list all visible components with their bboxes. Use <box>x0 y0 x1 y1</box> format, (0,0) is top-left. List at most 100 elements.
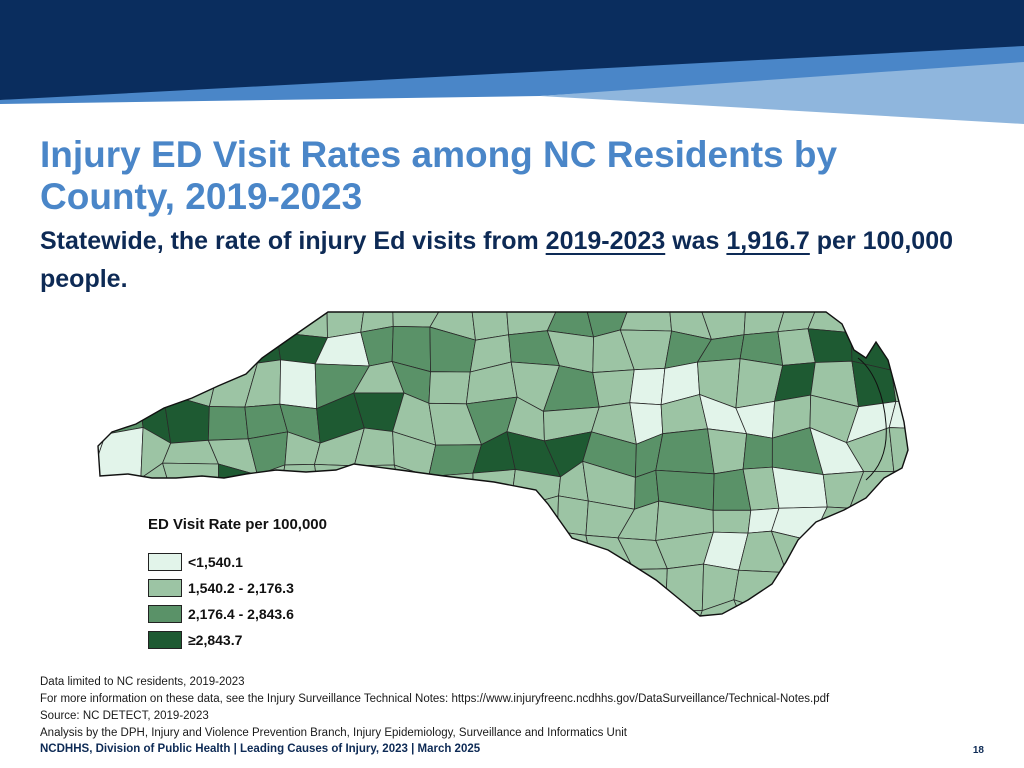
county-shape <box>823 300 857 302</box>
legend-item: ≥2,843.7 <box>148 627 327 653</box>
county-shape <box>592 369 635 408</box>
legend-item: 2,176.4 - 2,843.6 <box>148 601 327 627</box>
county-shape <box>207 406 249 441</box>
county-shape <box>509 495 559 532</box>
county-shape <box>517 528 558 566</box>
county-shape <box>167 312 214 334</box>
legend-label: <1,540.1 <box>188 554 243 570</box>
county-shape <box>888 567 908 607</box>
county-shape <box>356 596 399 616</box>
legend-swatch <box>148 605 182 623</box>
county-shape <box>245 312 280 344</box>
banner-blue-band <box>0 46 1024 104</box>
county-shape <box>471 300 523 302</box>
legend-swatch <box>148 631 182 649</box>
county-shape <box>888 427 908 472</box>
county-shape <box>890 328 908 375</box>
county-shape <box>856 606 895 616</box>
county-shape <box>482 528 523 576</box>
legend-title: ED Visit Rate per 100,000 <box>148 516 327 533</box>
county-shape <box>98 564 105 614</box>
county-shape <box>655 428 715 475</box>
county-shape <box>428 371 471 405</box>
county-shape <box>207 332 259 369</box>
county-shape <box>849 500 903 537</box>
nc-county-map <box>96 300 928 617</box>
note-line: Analysis by the DPH, Injury and Violence… <box>40 727 628 739</box>
legend-label: ≥2,843.7 <box>188 632 243 648</box>
legend-label: 2,176.4 - 2,843.6 <box>188 606 294 622</box>
slide-subtitle: Statewide, the rate of injury Ed visits … <box>40 222 990 298</box>
county-shape <box>547 599 601 616</box>
county-shape <box>512 601 554 616</box>
county-shape <box>777 572 820 615</box>
footer-text: NCDHHS, Division of Public Health | Lead… <box>40 743 481 755</box>
subtitle-prefix: Statewide, the rate of injury Ed visits … <box>40 227 539 255</box>
county-shape <box>162 462 220 510</box>
note-line: Source: NC DETECT, 2019-2023 <box>40 710 209 722</box>
county-shape <box>98 460 99 513</box>
county-shape <box>98 312 138 332</box>
county-shape <box>810 534 863 580</box>
county-shape <box>180 300 213 307</box>
county-shape <box>96 300 144 308</box>
county-shape <box>890 369 908 402</box>
county-shape <box>96 300 101 307</box>
header-banner <box>0 0 1024 124</box>
county-shape <box>850 312 902 334</box>
county-shape <box>893 533 908 576</box>
county-shape <box>556 495 589 536</box>
county-shape <box>629 367 666 406</box>
county-shape <box>470 312 510 341</box>
county-shape <box>512 562 554 612</box>
legend-swatch <box>148 579 182 597</box>
county-shape <box>923 329 928 373</box>
county-shape <box>888 400 908 430</box>
legend-swatch <box>148 553 182 571</box>
county-shape <box>856 567 895 612</box>
county-shape <box>319 502 370 548</box>
county-shape <box>546 564 601 603</box>
county-shape <box>98 397 106 439</box>
county-shape <box>857 534 902 580</box>
county-shape <box>733 599 784 616</box>
county-shape <box>103 607 143 616</box>
county-shape <box>356 574 401 606</box>
county-shape <box>98 474 142 513</box>
county-shape <box>123 312 183 334</box>
county-shape <box>628 596 669 616</box>
county-shape <box>276 300 327 309</box>
county-shape <box>98 364 141 399</box>
legend-item: <1,540.1 <box>148 549 327 575</box>
county-shape <box>393 604 446 616</box>
page-number: 18 <box>972 745 984 756</box>
county-shape <box>330 562 359 611</box>
subtitle-rate: 1,916.7 <box>726 227 810 255</box>
county-shape <box>279 359 318 410</box>
footnotes: Data limited to NC residents, 2019-2023 … <box>40 674 829 742</box>
county-shape <box>923 300 928 342</box>
county-shape <box>472 508 523 544</box>
legend-label: 1,540.2 - 2,176.3 <box>188 580 294 596</box>
county-shape <box>474 607 522 616</box>
county-shape <box>894 300 928 302</box>
county-shape <box>98 498 99 548</box>
county-shape <box>353 464 407 513</box>
county-shape <box>665 610 703 616</box>
county-shape <box>440 503 485 544</box>
county-shape <box>399 539 441 579</box>
county-shape <box>354 510 408 548</box>
outer-banks <box>857 357 887 481</box>
county-shape <box>807 605 858 616</box>
subtitle-mid: was <box>672 227 720 255</box>
county-shape <box>139 359 170 395</box>
county-shape <box>405 503 447 544</box>
county-shape <box>252 300 279 309</box>
county-shape <box>594 568 635 601</box>
county-shape <box>472 469 516 510</box>
county-shape <box>98 426 144 479</box>
county-shape <box>98 330 141 366</box>
county-shape <box>275 312 328 339</box>
county-shape <box>137 300 182 308</box>
county-shape <box>433 300 484 302</box>
